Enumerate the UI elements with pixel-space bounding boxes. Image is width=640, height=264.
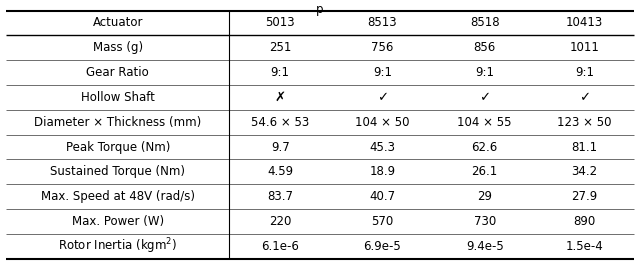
- Text: 62.6: 62.6: [472, 140, 498, 154]
- Text: 570: 570: [371, 215, 394, 228]
- Text: 6.1e-6: 6.1e-6: [261, 240, 299, 253]
- Text: ✗: ✗: [275, 91, 285, 104]
- Text: 8513: 8513: [367, 16, 397, 30]
- Text: 856: 856: [474, 41, 496, 54]
- Text: Diameter × Thickness (mm): Diameter × Thickness (mm): [34, 116, 202, 129]
- Text: ✓: ✓: [377, 91, 388, 104]
- Text: 730: 730: [474, 215, 496, 228]
- Text: 10413: 10413: [566, 16, 604, 30]
- Text: 104 × 55: 104 × 55: [458, 116, 512, 129]
- Text: 26.1: 26.1: [472, 165, 498, 178]
- Text: 1.5e-4: 1.5e-4: [566, 240, 604, 253]
- Text: Rotor Inertia (kgm$^2$): Rotor Inertia (kgm$^2$): [58, 237, 177, 256]
- Text: 4.59: 4.59: [267, 165, 293, 178]
- Text: 54.6 × 53: 54.6 × 53: [251, 116, 309, 129]
- Text: ✓: ✓: [579, 91, 590, 104]
- Text: 9:1: 9:1: [373, 66, 392, 79]
- Text: 5013: 5013: [266, 16, 295, 30]
- Text: 29: 29: [477, 190, 492, 203]
- Text: 83.7: 83.7: [267, 190, 293, 203]
- Text: 1011: 1011: [570, 41, 600, 54]
- Text: 123 × 50: 123 × 50: [557, 116, 612, 129]
- Text: 104 × 50: 104 × 50: [355, 116, 410, 129]
- Text: Sustained Torque (Nm): Sustained Torque (Nm): [50, 165, 185, 178]
- Text: 9.7: 9.7: [271, 140, 289, 154]
- Text: p: p: [316, 3, 324, 16]
- Text: Mass (g): Mass (g): [93, 41, 143, 54]
- Text: 6.9e-5: 6.9e-5: [364, 240, 401, 253]
- Text: 756: 756: [371, 41, 394, 54]
- Text: 9.4e-5: 9.4e-5: [466, 240, 504, 253]
- Text: 18.9: 18.9: [369, 165, 396, 178]
- Text: 890: 890: [573, 215, 596, 228]
- Text: 251: 251: [269, 41, 291, 54]
- Text: 9:1: 9:1: [575, 66, 594, 79]
- Text: 40.7: 40.7: [369, 190, 396, 203]
- Text: 9:1: 9:1: [271, 66, 290, 79]
- Text: 27.9: 27.9: [572, 190, 598, 203]
- Text: Peak Torque (Nm): Peak Torque (Nm): [65, 140, 170, 154]
- Text: 220: 220: [269, 215, 291, 228]
- Text: 81.1: 81.1: [572, 140, 598, 154]
- Text: 34.2: 34.2: [572, 165, 598, 178]
- Text: Max. Power (W): Max. Power (W): [72, 215, 164, 228]
- Text: Max. Speed at 48V (rad/s): Max. Speed at 48V (rad/s): [41, 190, 195, 203]
- Text: Actuator: Actuator: [92, 16, 143, 30]
- Text: 45.3: 45.3: [369, 140, 396, 154]
- Text: 9:1: 9:1: [475, 66, 494, 79]
- Text: Hollow Shaft: Hollow Shaft: [81, 91, 155, 104]
- Text: 8518: 8518: [470, 16, 499, 30]
- Text: ✓: ✓: [479, 91, 490, 104]
- Text: Gear Ratio: Gear Ratio: [86, 66, 149, 79]
